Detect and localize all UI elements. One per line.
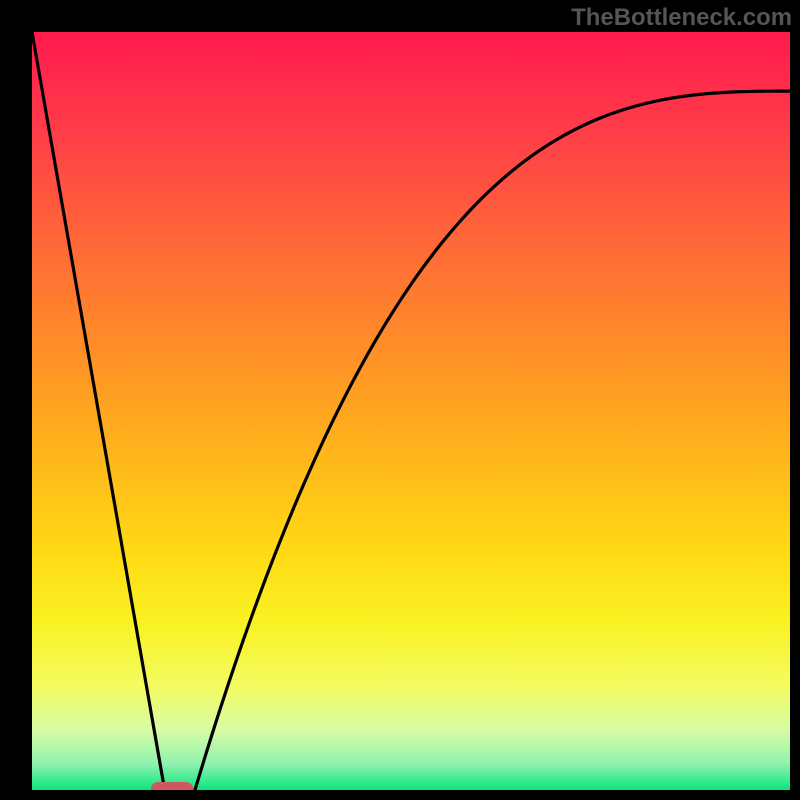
chart-border-bottom — [0, 790, 800, 800]
watermark-text: TheBottleneck.com — [571, 4, 792, 32]
chart-border-right — [790, 0, 800, 800]
bottleneck-chart: TheBottleneck.com — [0, 0, 800, 800]
curve-overlay — [0, 0, 800, 800]
bottleneck-curve — [32, 32, 790, 790]
chart-border-left — [0, 0, 32, 800]
